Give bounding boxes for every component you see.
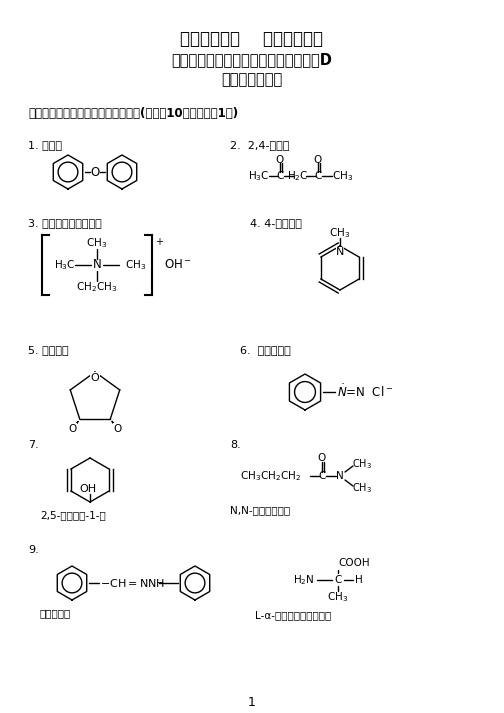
Text: H: H	[355, 575, 363, 585]
Text: 华东理工大学    学年第二学期: 华东理工大学 学年第二学期	[180, 30, 324, 48]
Text: 答案及评分标准: 答案及评分标准	[221, 72, 283, 87]
Text: O: O	[314, 155, 322, 165]
Text: 6.  氯化重氮苯: 6. 氯化重氮苯	[240, 345, 291, 355]
Text: 《有机化学》（下）课程期末考试试卷D: 《有机化学》（下）课程期末考试试卷D	[171, 52, 333, 67]
Text: N: N	[93, 259, 101, 272]
Text: CH$_3$: CH$_3$	[125, 258, 146, 272]
Text: C: C	[319, 471, 326, 481]
Text: +: +	[155, 237, 163, 247]
Text: C: C	[334, 575, 342, 585]
Text: OH: OH	[80, 484, 97, 494]
Text: $\dot{N}$=N  Cl$^-$: $\dot{N}$=N Cl$^-$	[337, 384, 393, 400]
Text: N: N	[336, 471, 344, 481]
Text: 1: 1	[248, 696, 256, 709]
Text: 1. 二苯醚: 1. 二苯醚	[28, 140, 62, 150]
Text: O: O	[113, 424, 121, 434]
Text: 3. 氢氧化三甲基乙基铵: 3. 氢氧化三甲基乙基铵	[28, 218, 102, 228]
Text: CH$_3$: CH$_3$	[86, 236, 108, 250]
Text: CH$_3$CH$_2$CH$_2$: CH$_3$CH$_2$CH$_2$	[240, 469, 301, 483]
Text: CH$_2$CH$_3$: CH$_2$CH$_3$	[77, 280, 117, 294]
Text: H$_3$C: H$_3$C	[54, 258, 76, 272]
Text: 5. 丁二酸酐: 5. 丁二酸酐	[28, 345, 69, 355]
Text: H$_2$N: H$_2$N	[293, 573, 315, 587]
Text: H$_2$C: H$_2$C	[287, 169, 309, 183]
Text: CH$_3$: CH$_3$	[328, 590, 349, 604]
Text: 4. 4-甲基吡啶: 4. 4-甲基吡啶	[250, 218, 302, 228]
Text: O: O	[69, 424, 77, 434]
Text: 7.: 7.	[28, 440, 39, 450]
Text: 8.: 8.	[230, 440, 241, 450]
Text: O: O	[276, 155, 284, 165]
Text: 2,5-环己二烯-1-醇: 2,5-环己二烯-1-醇	[40, 510, 106, 520]
Text: CH$_3$: CH$_3$	[352, 481, 372, 495]
Text: N: N	[336, 247, 344, 257]
Text: COOH: COOH	[338, 558, 369, 568]
Text: CH$_3$: CH$_3$	[330, 226, 351, 240]
Text: CH$_3$: CH$_3$	[332, 169, 353, 183]
Text: 苯甲酰苯肼: 苯甲酰苯肼	[40, 608, 71, 618]
Text: N,N-二甲基丁酰胺: N,N-二甲基丁酰胺	[230, 505, 290, 515]
Text: C: C	[276, 171, 284, 181]
Text: OH$^-$: OH$^-$	[164, 259, 192, 272]
Text: 9.: 9.	[28, 545, 39, 555]
Text: H$_3$C: H$_3$C	[248, 169, 270, 183]
Text: O: O	[90, 165, 100, 178]
Text: O: O	[318, 453, 326, 463]
Text: CH$_3$: CH$_3$	[352, 457, 372, 471]
Text: C: C	[314, 171, 322, 181]
Text: O: O	[91, 373, 99, 383]
Text: $-$CH$=$NNH: $-$CH$=$NNH	[100, 577, 165, 589]
Text: 2.  2,4-戊二酮: 2. 2,4-戊二酮	[230, 140, 289, 150]
Text: 一、命名下列化合物或写出结构式。(本大题10分，每小题1分): 一、命名下列化合物或写出结构式。(本大题10分，每小题1分)	[28, 107, 238, 120]
Text: L-α-氨基丙酸（丙氨酸）: L-α-氨基丙酸（丙氨酸）	[255, 610, 331, 620]
